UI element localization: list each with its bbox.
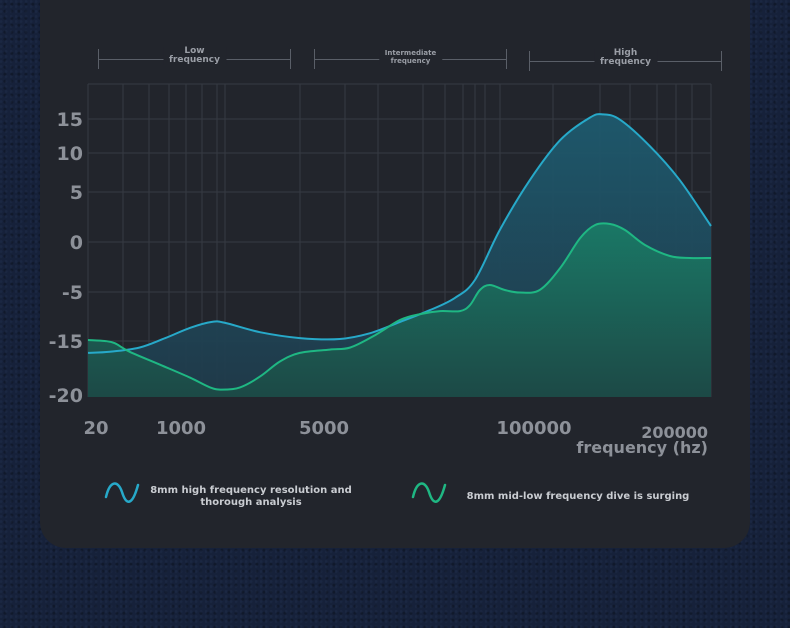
band-intermediate: Intermediate frequency — [314, 46, 507, 70]
x-tick-label: 200000 — [641, 423, 708, 442]
y-tick-label: -5 — [62, 282, 83, 304]
band-label: Intermediate frequency — [378, 49, 443, 65]
x-tick-label: 100000 — [496, 418, 571, 439]
band-cap — [529, 51, 530, 71]
legend-label-high: 8mm high frequency resolution and thorou… — [150, 485, 352, 508]
line-midlow-frequency — [87, 222, 712, 391]
band-label: High frequency — [593, 48, 658, 67]
band-low: Low frequency — [98, 46, 291, 70]
band-cap — [506, 49, 507, 69]
y-tick-label: 5 — [70, 182, 83, 204]
band-label-line1: Intermediate — [384, 49, 437, 57]
x-tick-label: 1000 — [156, 418, 206, 439]
sine-wave-icon — [411, 482, 447, 503]
y-tick-label: 15 — [57, 109, 83, 131]
band-label-line1: High — [613, 48, 638, 58]
band-label-line2: frequency — [390, 57, 431, 65]
x-tick-label: 20 — [83, 418, 108, 439]
y-tick-label: 10 — [57, 143, 83, 165]
y-tick-label: -20 — [49, 385, 83, 407]
legend-label-midlow: 8mm mid-low frequency dive is surging — [466, 491, 690, 502]
band-label-line1: Low — [184, 46, 205, 56]
band-high: High frequency — [529, 48, 722, 72]
band-label-line2: frequency — [168, 55, 221, 65]
band-label-line2: frequency — [599, 57, 652, 67]
y-tick-label: 0 — [70, 232, 83, 254]
band-cap — [290, 49, 291, 69]
band-label: Low frequency — [162, 46, 227, 65]
x-axis-label: frequency (hz) — [576, 438, 708, 457]
band-cap — [721, 51, 722, 71]
area-midlow-frequency — [88, 223, 711, 397]
band-cap — [314, 49, 315, 69]
sine-wave-icon — [104, 482, 140, 503]
y-axis-ticks: 15 10 5 0 -5 -15 -20 — [49, 109, 83, 407]
x-tick-label: 5000 — [299, 418, 349, 439]
band-cap — [98, 49, 99, 69]
y-tick-label: -15 — [49, 331, 83, 353]
